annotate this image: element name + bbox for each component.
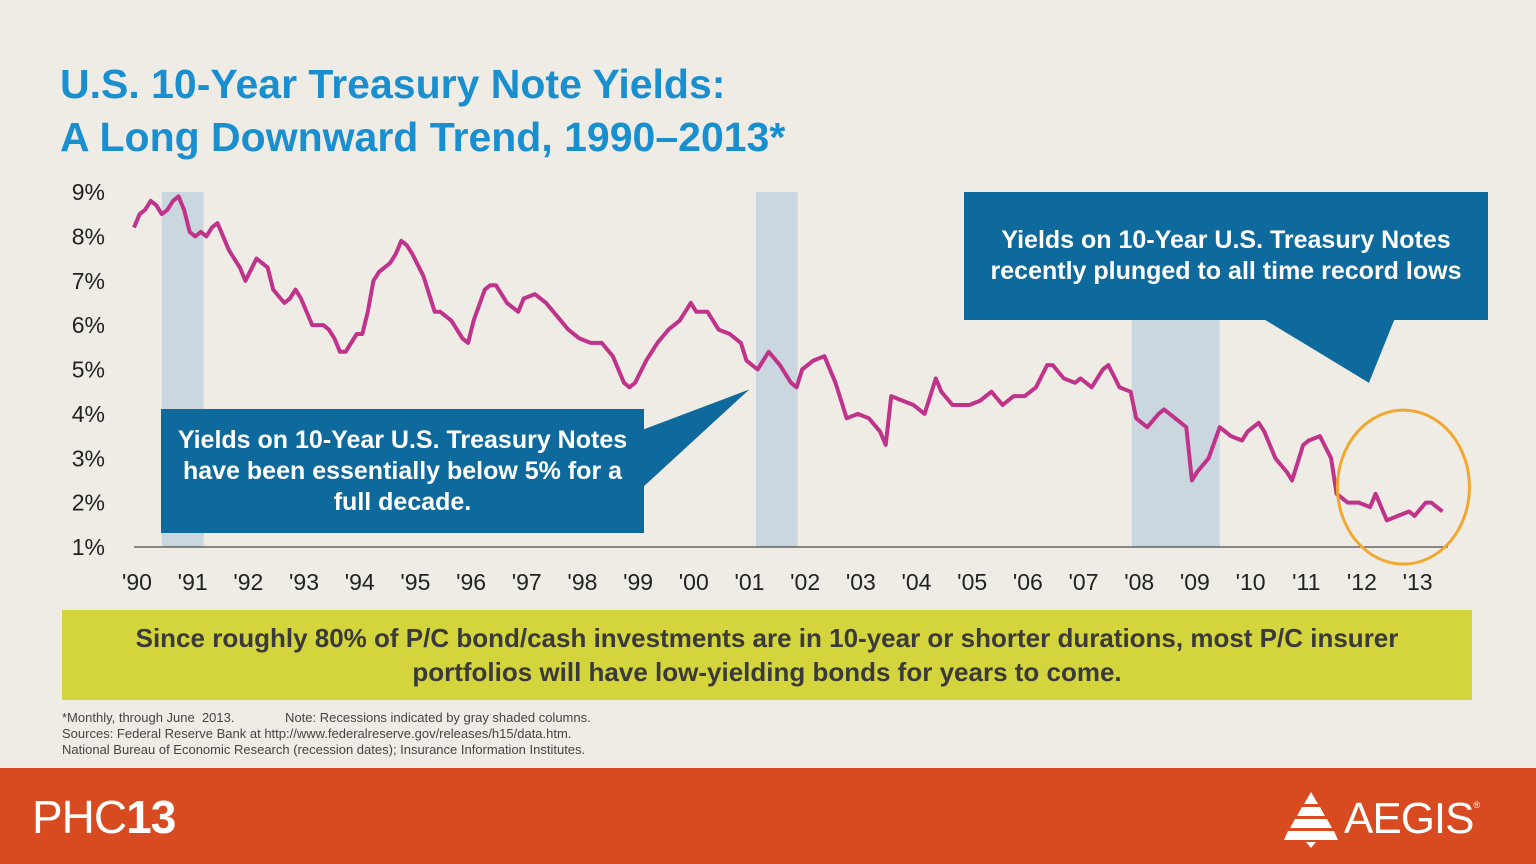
x-tick-label: '97 — [512, 569, 542, 595]
x-tick-label: '01 — [734, 569, 764, 595]
callout-right-text: Yields on 10-Year U.S. Treasury Notes re… — [990, 226, 1462, 285]
y-tick-label: 8% — [72, 223, 105, 249]
x-tick-label: '13 — [1403, 569, 1433, 595]
footnotes: *Monthly, through June 2013. Note: Reces… — [62, 710, 591, 758]
y-tick-label: 7% — [72, 268, 105, 294]
aegis-logo-text: AEGIS — [1344, 794, 1474, 843]
y-tick-label: 2% — [72, 490, 105, 516]
y-tick-label: 9% — [72, 179, 105, 205]
x-tick-label: '93 — [289, 569, 319, 595]
record-low-highlight-circle — [1335, 408, 1471, 566]
y-tick-label: 3% — [72, 445, 105, 471]
y-tick-label: 1% — [72, 534, 105, 560]
callout-right: Yields on 10-Year U.S. Treasury Notes re… — [964, 192, 1488, 320]
x-tick-label: '96 — [456, 569, 486, 595]
footer-brand-bold: 13 — [126, 791, 176, 843]
x-tick-label: '09 — [1180, 569, 1210, 595]
footer-brand-light: PHC — [32, 791, 127, 843]
aegis-triangle-icon — [1284, 792, 1338, 848]
callout-left-text: Yields on 10-Year U.S. Treasury Notes ha… — [177, 425, 628, 516]
callout-left: Yields on 10-Year U.S. Treasury Notes ha… — [161, 409, 644, 533]
x-tick-label: '10 — [1236, 569, 1266, 595]
title-line-2: A Long Downward Trend, 1990–2013* — [60, 114, 786, 160]
y-tick-label: 6% — [72, 312, 105, 338]
footer-brand: PHC13 — [32, 791, 176, 843]
x-tick-label: '94 — [345, 569, 375, 595]
x-tick-label: '98 — [567, 569, 597, 595]
x-tick-label: '00 — [679, 569, 709, 595]
title-line-1: U.S. 10-Year Treasury Note Yields: — [60, 61, 726, 107]
footnote-line-1: *Monthly, through June 2013. Note: Reces… — [62, 710, 591, 725]
recession-column-2 — [755, 192, 798, 547]
x-tick-label: '06 — [1013, 569, 1043, 595]
callout-right-pointer — [1262, 318, 1395, 383]
registered-mark: ® — [1473, 800, 1481, 810]
x-tick-label: '92 — [233, 569, 263, 595]
x-tick-label: '05 — [957, 569, 987, 595]
y-tick-label: 4% — [72, 401, 105, 427]
aegis-logo: AEGIS ® — [1284, 790, 1480, 848]
yield-chart: 1% 2% 3% 4% 5% 6% 7% 8% 9% '90 '91 '92 '93 '94 '95 '96… — [72, 179, 1471, 595]
x-tick-label: '03 — [846, 569, 876, 595]
x-tick-label: '91 — [178, 569, 208, 595]
y-axis-tick-labels: 1% 2% 3% 4% 5% 6% 7% 8% 9% — [72, 179, 105, 560]
yield-series-line — [132, 194, 1444, 523]
x-tick-label: '95 — [400, 569, 430, 595]
x-tick-label: '08 — [1124, 569, 1154, 595]
x-tick-label: '90 — [122, 569, 152, 595]
footnote-line-2: Sources: Federal Reserve Bank at http://… — [62, 726, 572, 741]
x-tick-label: '12 — [1347, 569, 1377, 595]
x-tick-label: '99 — [623, 569, 653, 595]
summary-banner-text: Since roughly 80% of P/C bond/cash inves… — [135, 623, 1399, 687]
x-tick-label: '07 — [1069, 569, 1099, 595]
callout-left-pointer — [642, 389, 750, 488]
x-tick-label: '04 — [901, 569, 931, 595]
summary-banner: Since roughly 80% of P/C bond/cash inves… — [62, 610, 1472, 700]
x-tick-label: '02 — [790, 569, 820, 595]
footnote-line-3: National Bureau of Economic Research (re… — [62, 742, 586, 757]
footer-bar: PHC13 AEGIS ® — [0, 768, 1536, 864]
y-tick-label: 5% — [72, 357, 105, 383]
x-tick-label: '11 — [1292, 569, 1320, 595]
page-title: U.S. 10-Year Treasury Note Yields: A Lon… — [60, 58, 785, 164]
x-axis-tick-labels: '90 '91 '92 '93 '94 '95 '96 '97 '98 '99 '00 '01 '02 '… — [122, 569, 1433, 595]
